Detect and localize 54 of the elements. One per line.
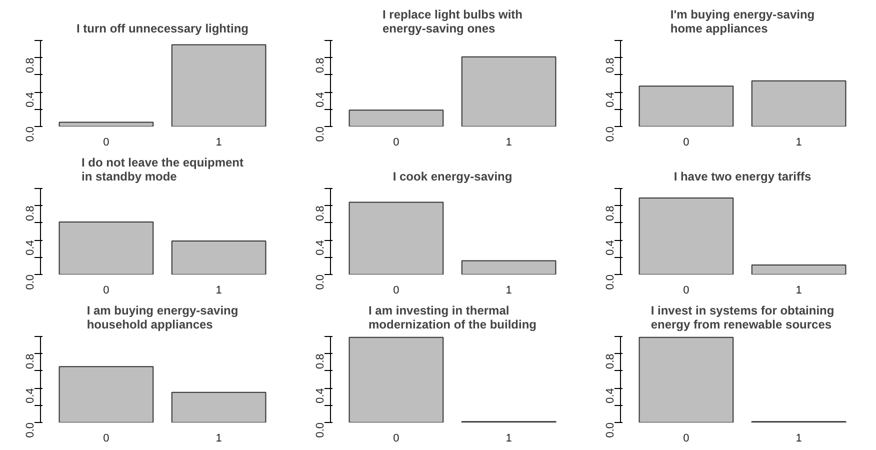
x-tick-label: 0 — [683, 432, 690, 444]
chart-title: I invest in systems for obtaining energy from renewable sources — [650, 304, 834, 332]
y-tick-label: 0.4 — [314, 92, 326, 108]
y-tick-label: 0.4 — [24, 388, 36, 404]
y-tick-label: 0.0 — [314, 274, 326, 290]
x-tick-label: 1 — [506, 432, 512, 444]
chart-title: I have two energy tariffs — [674, 170, 812, 184]
x-tick-label: 0 — [683, 136, 690, 148]
chart-title: I am investing in thermal modernization of the building — [368, 304, 536, 332]
y-tick-label: 0.8 — [24, 354, 36, 369]
x-tick-label: 0 — [103, 284, 110, 296]
y-tick-label: 0.4 — [24, 240, 36, 256]
y-tick-label: 0.8 — [604, 58, 616, 73]
y-tick-label: 0.0 — [314, 126, 326, 142]
chart-title: I turn off unnecessary lighting — [76, 22, 249, 36]
x-tick-label: 1 — [216, 284, 222, 296]
y-tick-label: 0.0 — [604, 422, 616, 438]
x-tick-label: 1 — [796, 432, 802, 444]
y-tick-label: 0.4 — [604, 388, 616, 404]
y-tick-label: 0.0 — [604, 274, 616, 290]
y-tick-label: 0.0 — [24, 274, 36, 290]
y-tick-label: 0.8 — [314, 58, 326, 73]
y-tick-label: 0.0 — [24, 422, 36, 438]
y-tick-label: 0.8 — [604, 206, 616, 221]
x-tick-label: 0 — [103, 432, 110, 444]
chart-title: I'm buying energy-saving home appliances — [670, 8, 815, 36]
x-tick-label: 1 — [796, 284, 802, 296]
y-tick-label: 0.8 — [604, 354, 616, 369]
x-tick-label: 1 — [216, 432, 222, 444]
chart-title: I do not leave the equipment in standby mode — [81, 156, 244, 184]
x-tick-label: 0 — [393, 284, 400, 296]
y-tick-label: 0.4 — [604, 92, 616, 108]
x-tick-label: 1 — [506, 284, 512, 296]
x-tick-label: 1 — [506, 136, 512, 148]
chart-title: I am buying energy-saving household appliances — [86, 304, 238, 332]
y-tick-label: 0.0 — [604, 126, 616, 142]
y-tick-label: 0.8 — [24, 206, 36, 221]
y-tick-label: 0.8 — [314, 206, 326, 221]
y-tick-label: 0.4 — [604, 240, 616, 256]
chart-title: I cook energy-saving — [392, 170, 512, 184]
x-tick-label: 1 — [796, 136, 802, 148]
y-tick-label: 0.8 — [314, 354, 326, 369]
y-tick-label: 0.4 — [314, 240, 326, 256]
y-tick-label: 0.4 — [314, 388, 326, 404]
x-tick-label: 0 — [103, 136, 110, 148]
x-tick-label: 1 — [216, 136, 222, 148]
chart-title: I replace light bulbs with energy-saving ones — [382, 8, 523, 36]
y-tick-label: 0.4 — [24, 92, 36, 108]
y-tick-label: 0.0 — [24, 126, 36, 142]
x-tick-label: 0 — [393, 136, 400, 148]
x-tick-label: 0 — [683, 284, 690, 296]
y-tick-label: 0.8 — [24, 58, 36, 73]
y-tick-label: 0.0 — [314, 422, 326, 438]
x-tick-label: 0 — [393, 432, 400, 444]
